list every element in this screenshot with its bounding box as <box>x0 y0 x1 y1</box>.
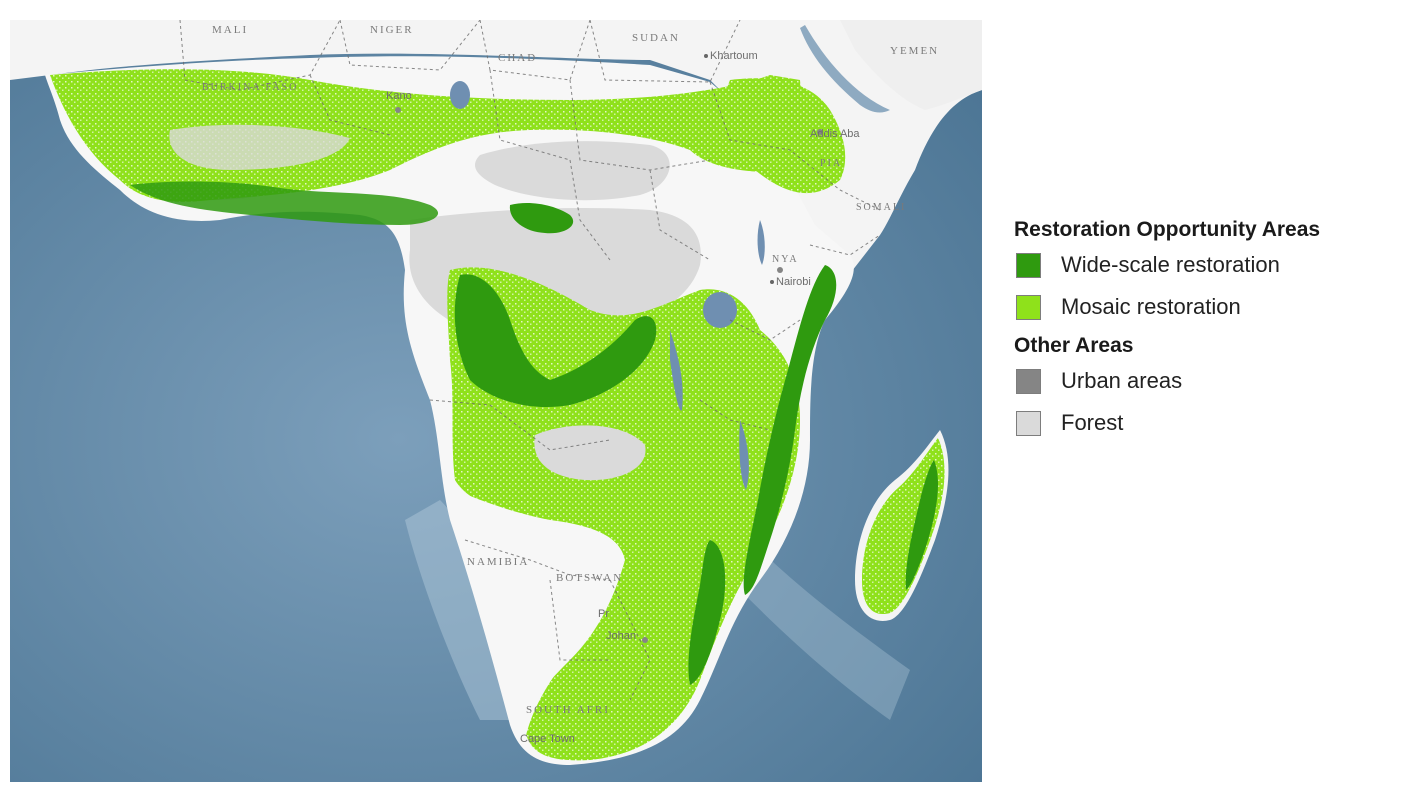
mosaic-kalahari-hole <box>453 490 615 740</box>
legend-item-urban: Urban areas <box>1016 366 1420 396</box>
wide-central <box>509 203 574 234</box>
city-khartoum: Khartoum <box>704 50 758 62</box>
legend-label-forest: Forest <box>1061 410 1124 435</box>
city-kano-label: Kano <box>386 90 412 102</box>
city-khartoum-label: Khartoum <box>710 50 758 62</box>
mosaic-ethiopia <box>724 78 846 194</box>
city-nairobi-label: Nairobi <box>776 276 811 288</box>
urban-dot <box>817 129 823 135</box>
lake-malawi <box>739 420 749 490</box>
legend-label-urban: Urban areas <box>1061 368 1183 393</box>
label-south-africa: SOUTH AFRI <box>526 704 610 716</box>
legend-item-mosaic: Mosaic restoration <box>1016 292 1420 322</box>
label-somali: SOMALI <box>856 202 907 213</box>
lake-victoria <box>703 292 737 328</box>
label-niger: NIGER <box>370 24 414 36</box>
city-pretoria: Pr <box>598 608 609 620</box>
wide-kenya-coast <box>743 265 837 595</box>
legend-label-wide-scale: Wide-scale restoration <box>1061 252 1280 277</box>
continental-shelf-east <box>730 540 910 720</box>
mosaic-miombo-forest <box>534 425 646 481</box>
legend-item-forest: Forest <box>1016 408 1420 438</box>
map-legend: Restoration Opportunity Areas Wide-scale… <box>1014 218 1420 450</box>
lake-turkana <box>757 220 765 265</box>
wide-west-africa <box>130 181 439 225</box>
africa-map: MALI NIGER CHAD SUDAN YEMEN BURKINA FASO… <box>10 20 982 782</box>
urban-dot <box>642 637 648 643</box>
legend-label-mosaic: Mosaic restoration <box>1061 294 1241 319</box>
city-marker <box>770 280 774 285</box>
urban-dot <box>777 267 783 273</box>
label-sudan: SUDAN <box>632 32 680 44</box>
city-kano: Kano <box>386 90 412 102</box>
mosaic-sahel-inner-forest <box>169 124 350 170</box>
mosaic-madagascar <box>862 438 945 615</box>
legend-swatch-wide-scale <box>1016 252 1041 278</box>
arabia <box>840 20 982 110</box>
red-sea <box>800 25 890 113</box>
legend-swatch-forest <box>1016 410 1041 436</box>
map-canvas <box>10 20 982 782</box>
legend-swatch-urban <box>1016 368 1041 394</box>
city-cape-town: Cape Town <box>520 733 575 745</box>
forest-sudan <box>475 141 670 201</box>
city-pretoria-label: Pr <box>598 608 609 620</box>
city-addis-ababa-label: Addis Aba <box>810 128 860 140</box>
city-cape-town-label: Cape Town <box>520 733 575 745</box>
city-johannesburg-label: Johan <box>606 630 636 642</box>
label-yemen: YEMEN <box>890 45 940 57</box>
label-botswana: BOTSWAN <box>556 572 624 584</box>
label-namibia: NAMIBIA <box>467 556 530 568</box>
legend-swatch-mosaic <box>1016 294 1041 320</box>
legend-heading-restoration: Restoration Opportunity Areas <box>1014 218 1321 241</box>
label-chad: CHAD <box>498 52 538 64</box>
urban-dot <box>395 107 401 113</box>
lake-tanganyika <box>670 330 683 411</box>
legend-item-wide-scale: Wide-scale restoration <box>1016 250 1420 280</box>
label-kenya: NYA <box>772 254 799 265</box>
city-addis-ababa: Addis Aba <box>810 128 860 140</box>
label-burkina-faso: BURKINA FASO <box>202 82 299 93</box>
wide-madagascar <box>905 460 939 590</box>
country-borders <box>179 20 881 701</box>
city-marker <box>704 54 708 59</box>
wide-mozambique <box>688 540 726 685</box>
wide-congo-west <box>454 274 657 408</box>
legend-heading-other: Other Areas <box>1014 334 1134 357</box>
city-nairobi: Nairobi <box>770 276 811 288</box>
label-mali: MALI <box>212 24 249 36</box>
label-ethiopia: PIA <box>820 158 843 169</box>
city-johannesburg: Johan <box>606 630 636 642</box>
lake-chad <box>450 81 470 109</box>
